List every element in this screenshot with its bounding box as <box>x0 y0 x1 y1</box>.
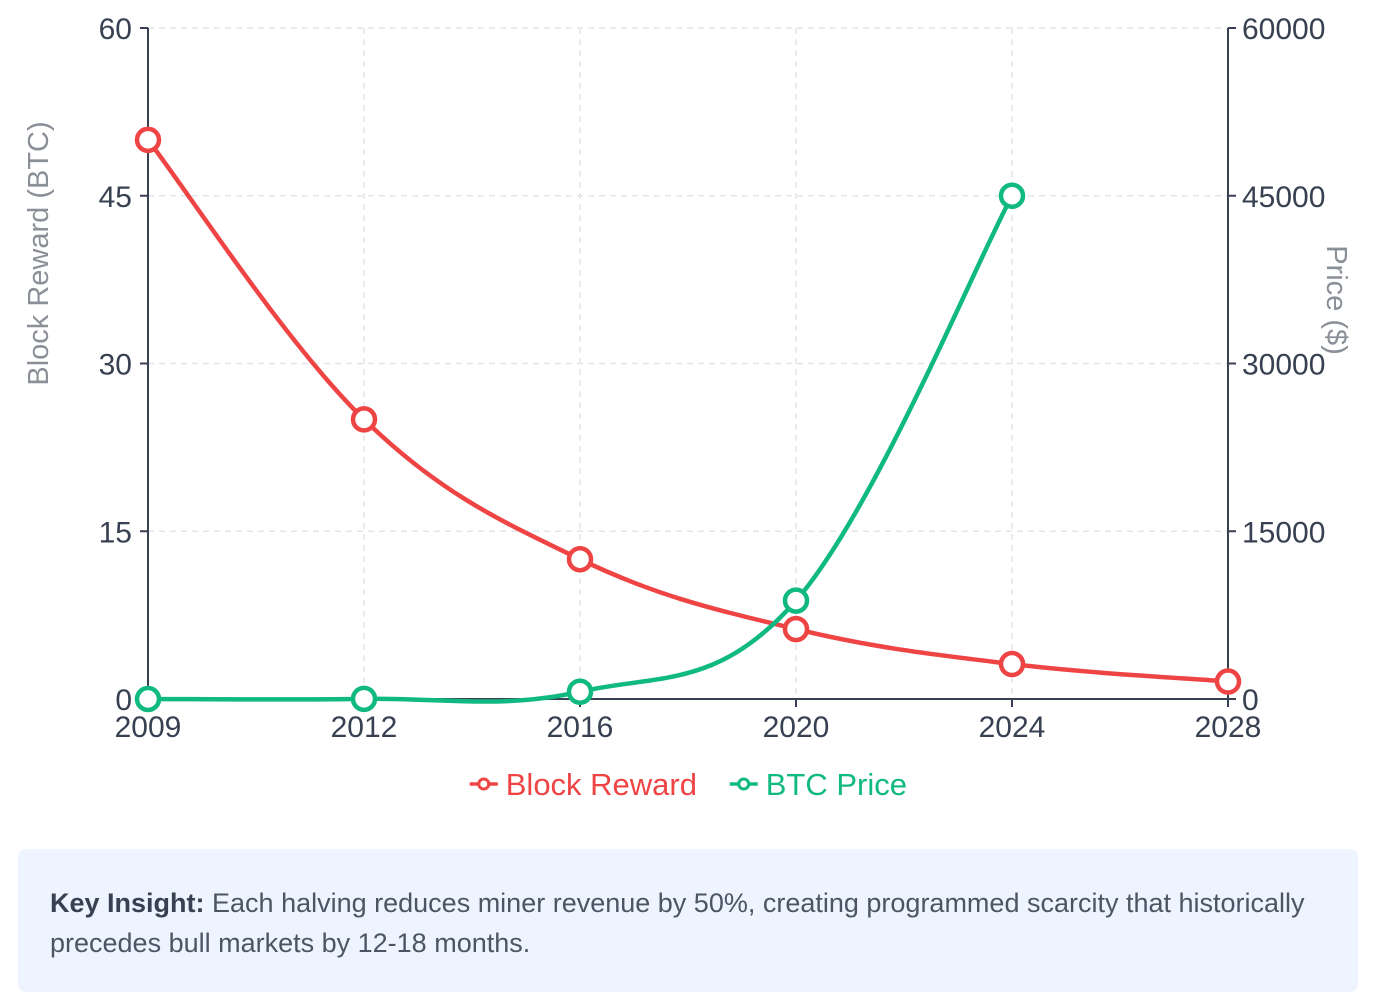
btc-price-point[interactable] <box>134 685 162 713</box>
right-tick-label: 0 <box>1242 684 1259 717</box>
right-tick-label: 30000 <box>1242 349 1325 382</box>
right-axis-title: Price ($) <box>1320 245 1352 355</box>
grid <box>148 27 1228 699</box>
key-insight-box: Key Insight: Each halving reduces miner … <box>18 849 1358 992</box>
x-tick-label: 2028 <box>1195 711 1262 744</box>
block-reward-point[interactable] <box>350 406 378 433</box>
legend-label: BTC Price <box>766 767 907 802</box>
left-axis-title: Block Reward (BTC) <box>23 121 55 385</box>
right-tick-label: 15000 <box>1242 516 1325 549</box>
axes: 0 15 30 45 60 0 15000 30000 45000 60000 2009 2012 20… <box>23 13 1352 744</box>
btc-price-point[interactable] <box>350 685 378 713</box>
right-tick-label: 60000 <box>1242 13 1325 46</box>
block-reward-point[interactable] <box>782 615 810 643</box>
btc-price-point[interactable] <box>998 182 1026 209</box>
x-tick-label: 2009 <box>115 711 182 744</box>
left-tick-label: 0 <box>115 684 132 717</box>
x-tick-label: 2016 <box>547 711 614 744</box>
insight-label: Key Insight: <box>50 888 205 918</box>
legend-marker <box>737 777 751 791</box>
btc-price-point[interactable] <box>566 678 594 705</box>
insight-text: Each halving reduces miner revenue by 50… <box>50 888 1305 958</box>
legend-marker <box>477 777 491 791</box>
legend-item-btc-price[interactable]: BTC Price <box>729 767 907 802</box>
btc-price-line <box>145 193 1015 704</box>
legend-label: Block Reward <box>506 767 697 802</box>
block-reward-line <box>145 137 1231 684</box>
x-tick-label: 2012 <box>331 711 398 744</box>
block-reward-point[interactable] <box>998 650 1026 678</box>
x-tick-label: 2024 <box>979 711 1046 744</box>
right-tick-label: 45000 <box>1242 181 1325 214</box>
legend-item-block-reward[interactable]: Block Reward <box>469 767 697 802</box>
btc-price-point[interactable] <box>782 587 810 614</box>
legend[interactable]: Block Reward BTC Price <box>469 767 907 802</box>
block-reward-point[interactable] <box>566 545 594 573</box>
left-tick-label: 30 <box>99 349 132 382</box>
left-tick-label: 45 <box>99 181 132 214</box>
chart-svg: 0 15 30 45 60 0 15000 30000 45000 60000 2009 2012 20… <box>23 13 1352 802</box>
x-tick-label: 2020 <box>763 711 830 744</box>
halving-chart: 0 15 30 45 60 0 15000 30000 45000 60000 2009 2012 20… <box>23 13 1352 802</box>
left-tick-label: 15 <box>99 516 132 549</box>
series <box>134 126 1242 713</box>
block-reward-point[interactable] <box>134 126 162 154</box>
left-tick-label: 60 <box>99 13 132 46</box>
block-reward-point[interactable] <box>1214 668 1242 695</box>
